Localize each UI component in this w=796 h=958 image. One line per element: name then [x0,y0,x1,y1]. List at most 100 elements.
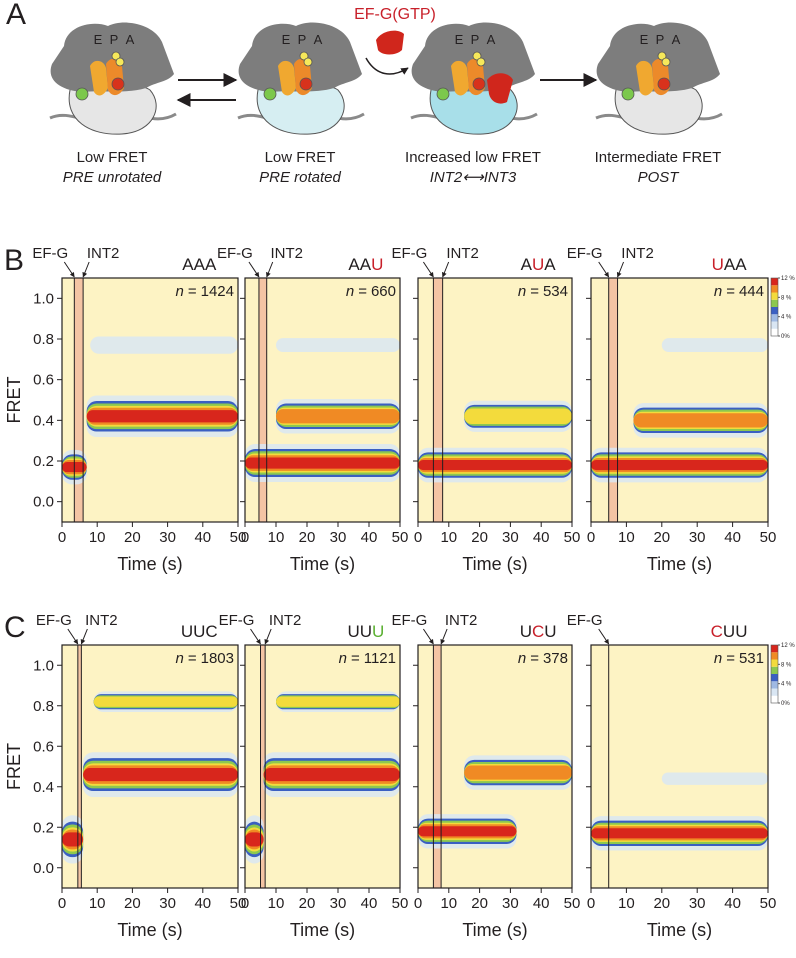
density [245,645,400,888]
codon-letter: U [735,622,747,641]
marker-arrow [80,628,88,645]
codon-letter: A [724,255,736,274]
colorbar-label: 4 % [781,315,792,321]
marker-arrow [598,628,610,645]
colorbar-frame [770,277,779,337]
y-tick-label: 1.0 [33,657,54,674]
x-axis-label: Time (s) [290,554,355,574]
injection-window [258,278,267,522]
codon-letter: U [712,255,724,274]
x-tick-label: 0 [241,529,249,546]
x-axis-label: Time (s) [647,920,712,940]
sample-size: n = 534 [518,283,568,300]
marker-label: EF-G [32,245,68,262]
sample-size: n = 444 [714,283,764,300]
y-tick-label: 0.0 [33,860,54,877]
colorbar-label: 4 % [781,682,792,688]
density-band [276,338,400,353]
codon: UAA [712,255,748,274]
density-band [83,768,238,782]
density-band [62,832,84,847]
y-tick-label: 0.8 [33,331,54,348]
x-tick-label: 10 [268,529,285,546]
x-tick-label: 50 [760,529,777,546]
sample-size: n = 1121 [339,650,396,667]
state-sublabel: INT2⟷INT3 [430,169,517,186]
density-band [418,459,572,471]
n-symbol: n [176,650,184,667]
n-sign: = [188,650,197,667]
x-tick-label: 10 [89,529,106,546]
site-label: P [656,32,665,47]
marker-arrow [248,261,260,278]
marker-label: EF-G [567,612,603,629]
x-axis-label: Time (s) [117,920,182,940]
state-label: Low FRET [77,149,148,166]
x-tick-label: 40 [724,529,741,546]
y-tick-label: 0.4 [33,779,54,796]
x-tick-label: 30 [502,529,519,546]
density [418,278,572,522]
codon-letter: U [520,622,532,641]
x-tick-label: 20 [471,529,488,546]
codon-letter: U [544,622,556,641]
density-band [90,336,238,354]
marker-arrow [616,261,625,278]
codon-letter: A [194,255,206,274]
y-tick-label: 0.4 [33,412,54,429]
injection-window [433,645,442,888]
density-band [276,696,400,707]
plot-frame [417,644,573,889]
x-tick-label: 40 [194,529,211,546]
x-tick-label: 10 [618,895,635,912]
codon-letter: A [360,255,372,274]
colorbar-step [771,681,778,689]
marker-arrow [250,628,261,645]
colorbar-step [771,659,778,667]
x-tick-label: 20 [653,529,670,546]
marker-arrow [422,628,434,645]
marker-arrow [598,261,610,278]
x-axis-label: Time (s) [290,920,355,940]
x-tick-label: 0 [58,895,66,912]
n-sign: = [726,650,735,667]
marker-label: EF-G [36,612,72,629]
x-tick-label: 20 [299,895,316,912]
sample-size: n = 660 [346,283,396,300]
marker-label: EF-G [219,612,255,629]
n-value: 660 [371,283,396,300]
density-band [86,410,238,423]
colorbar-step [771,292,778,300]
injection-window [77,645,82,888]
density [245,278,400,522]
injection-window [74,278,84,522]
n-symbol: n [518,283,526,300]
x-tick-label: 50 [230,895,247,912]
marker-arrow [63,261,75,278]
site-label: P [298,32,307,47]
y-tick-label: 0.8 [33,698,54,715]
codon: AUA [521,255,557,274]
density-band [464,765,572,780]
state-label: Intermediate FRET [595,149,722,166]
marker-arrow [266,261,274,278]
codon: UCU [520,622,557,641]
x-tick-label: 30 [159,895,176,912]
colorbar-step [771,314,778,322]
x-tick-label: 0 [587,529,595,546]
x-tick-label: 20 [653,895,670,912]
n-sign: = [726,283,735,300]
x-tick-label: 20 [124,529,141,546]
x-tick-label: 20 [471,895,488,912]
plot-frame [61,277,239,523]
x-axis-label: Time (s) [647,554,712,574]
density-band [661,772,768,785]
codon-letter: U [360,622,372,641]
x-tick-label: 50 [760,895,777,912]
